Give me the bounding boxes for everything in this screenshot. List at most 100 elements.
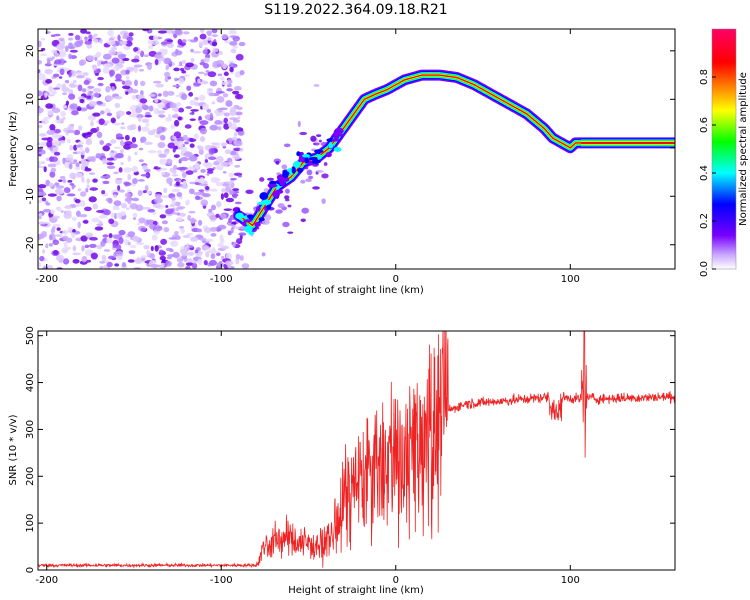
noise-blob [112, 243, 117, 249]
x-tick-label: -100 [210, 274, 233, 285]
noise-blob [198, 71, 205, 75]
noise-blob [176, 167, 185, 171]
noise-blob [91, 217, 100, 223]
noise-blob [281, 164, 288, 170]
noise-blob [171, 30, 176, 35]
noise-blob [45, 157, 50, 162]
noise-blob [194, 97, 199, 101]
noise-blob [86, 55, 94, 62]
noise-blob [102, 53, 112, 60]
noise-blob [192, 169, 198, 173]
noise-blob [56, 115, 60, 121]
ridge-blob [282, 170, 289, 178]
noise-blob [85, 259, 92, 263]
spectrogram-y-ticks: -20 -10 0 10 20 [25, 44, 675, 253]
noise-blob [148, 105, 154, 112]
noise-blob [94, 226, 104, 231]
noise-blob [75, 202, 80, 208]
noise-blob [202, 39, 209, 46]
noise-blob [97, 68, 101, 73]
ridge-blob [296, 151, 301, 157]
ridge-blob [261, 199, 272, 205]
noise-blob [133, 47, 139, 53]
noise-blob [184, 124, 192, 129]
noise-blob [153, 55, 163, 59]
noise-blob [84, 206, 92, 212]
noise-blob [228, 29, 237, 35]
noise-blob [172, 135, 177, 140]
noise-blob [55, 234, 63, 238]
noise-blob [177, 38, 183, 46]
noise-blob [132, 235, 140, 242]
x-tick-label: 100 [561, 274, 580, 285]
noise-blob [232, 221, 237, 225]
noise-blob [239, 255, 244, 261]
noise-blob [166, 256, 173, 260]
noise-blob [102, 234, 109, 238]
noise-blob [171, 212, 178, 215]
noise-blob [179, 196, 183, 200]
noise-blob [62, 178, 67, 184]
noise-blob [47, 93, 55, 97]
noise-blob [77, 141, 84, 146]
noise-blob [196, 228, 203, 233]
noise-blob [117, 185, 121, 191]
noise-blob [300, 218, 306, 223]
noise-blob [49, 171, 56, 178]
noise-blob [90, 252, 98, 260]
noise-blob [142, 190, 147, 194]
noise-blob [206, 88, 214, 92]
noise-blob [125, 75, 130, 81]
noise-blob [48, 243, 53, 247]
noise-blob [189, 143, 195, 148]
noise-blob [85, 232, 94, 238]
noise-blob [80, 191, 87, 197]
noise-blob [88, 100, 98, 107]
noise-blob [80, 235, 88, 242]
colorbar-frame [711, 28, 737, 270]
noise-blob [237, 131, 244, 136]
noise-blob [157, 51, 162, 56]
noise-blob [88, 172, 96, 175]
noise-blob [38, 69, 41, 74]
y-tick-label: 400 [25, 373, 36, 392]
noise-blob [224, 260, 234, 266]
noise-blob [70, 231, 76, 238]
noise-blob [54, 128, 62, 134]
noise-blob [197, 178, 204, 184]
noise-blob [106, 157, 115, 161]
noise-blob [118, 189, 125, 193]
noise-blob [124, 134, 130, 141]
ridge-blob [267, 183, 278, 188]
noise-blob [188, 210, 196, 214]
noise-blob [121, 122, 125, 125]
noise-blob [53, 87, 61, 90]
noise-blob [228, 60, 235, 64]
noise-blob [173, 154, 180, 158]
noise-blob [128, 32, 134, 37]
ridge-blob [307, 160, 313, 165]
noise-blob [235, 226, 241, 230]
noise-blob [207, 170, 214, 174]
noise-blob [229, 62, 234, 69]
colorbar-ticks: 0.0 0.2 0.4 0.6 0.8 [699, 69, 716, 277]
noise-blob [221, 81, 229, 86]
noise-blob [219, 234, 224, 241]
noise-blob [282, 221, 290, 228]
noise-blob [115, 244, 122, 250]
noise-blob [228, 137, 232, 145]
noise-blob [200, 199, 209, 207]
noise-blob [227, 121, 233, 128]
spectrogram-x-ticks: -200 -100 0 100 [35, 29, 580, 285]
noise-blob [47, 193, 57, 197]
y-tick-label: 200 [25, 467, 36, 486]
noise-blob [127, 124, 135, 131]
noise-blob [199, 94, 206, 102]
noise-blob [102, 158, 107, 165]
noise-blob [178, 107, 185, 113]
noise-blob [209, 80, 218, 87]
noise-blob [313, 84, 320, 87]
noise-blob [105, 95, 114, 102]
noise-blob [163, 187, 168, 194]
ridge-blob [317, 154, 322, 160]
